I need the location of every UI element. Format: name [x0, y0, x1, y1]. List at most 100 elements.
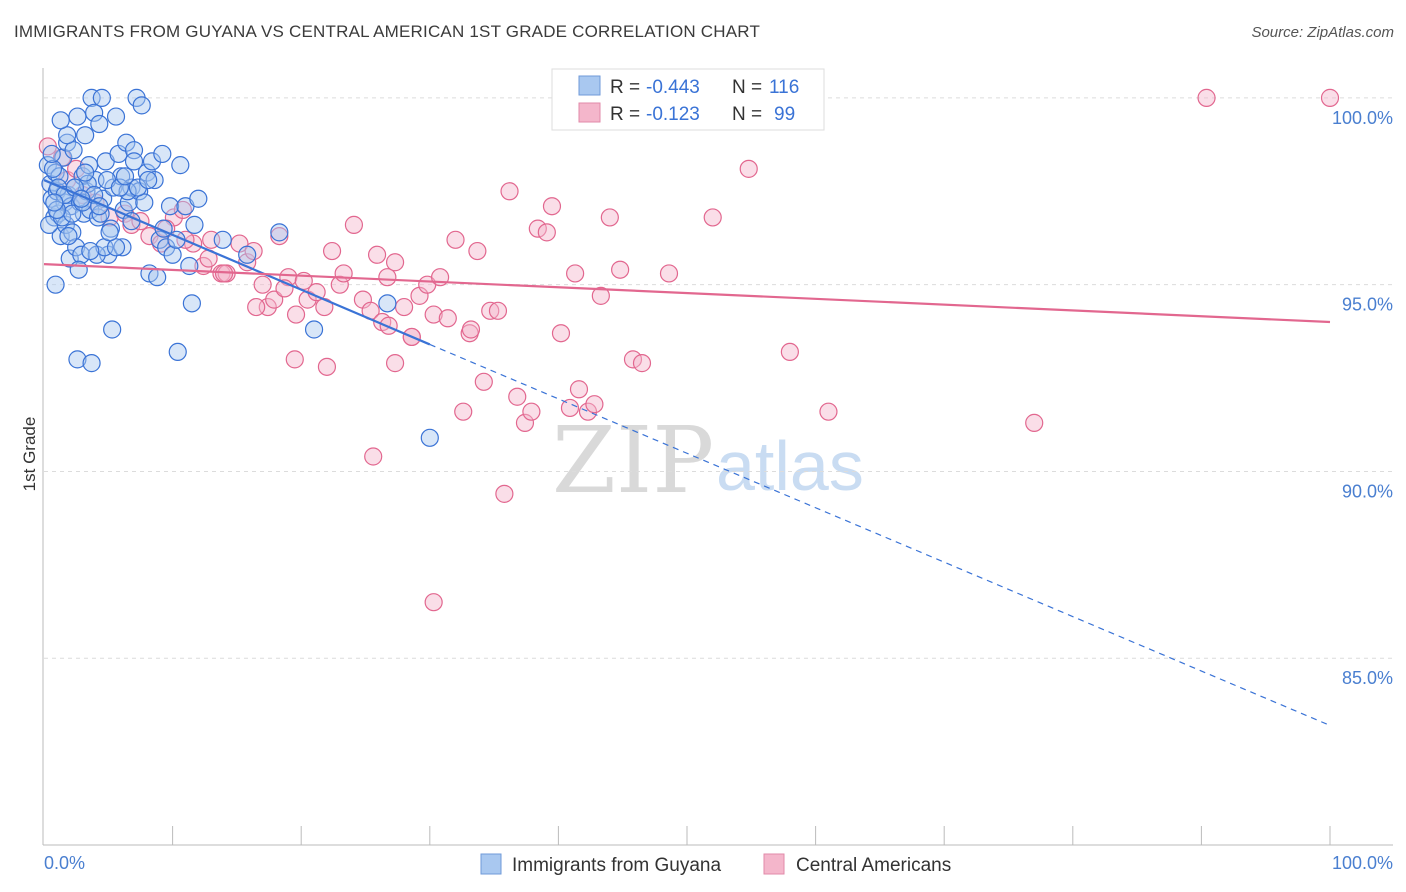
series-legend-swatch-guyana — [480, 853, 502, 875]
legend-blue-n-value: 116 — [769, 77, 799, 98]
central-point-91 — [461, 320, 481, 339]
trend-lines — [43, 179, 1331, 727]
guyana-point-17 — [64, 141, 83, 160]
series-legend-label-central: Central Americans — [796, 855, 951, 876]
central-point-34 — [334, 264, 353, 283]
y-tick-labels: 85.0% 90.0% 95.0% 100.0% — [1332, 108, 1393, 688]
central-point-33 — [330, 275, 349, 294]
central-point-69 — [585, 395, 604, 414]
guyana-point-66 — [189, 189, 208, 208]
legend-blue-n-label: N = — [732, 77, 762, 98]
guyana-point-8 — [51, 227, 70, 246]
guyana-point-76 — [113, 238, 132, 257]
guyana-point-65 — [185, 215, 204, 234]
guyana-point-88 — [420, 428, 439, 447]
guyana-point-50 — [132, 96, 151, 115]
central-point-64 — [551, 324, 571, 343]
central-point-52 — [468, 241, 487, 261]
y-axis-title: 1st Grade — [20, 417, 39, 492]
guyana-point-80 — [68, 350, 87, 369]
guyana-point-104 — [110, 178, 129, 197]
central-point-60 — [522, 402, 541, 421]
guyana-point-106 — [139, 170, 158, 190]
guyana-point-115 — [51, 111, 70, 130]
guyana-point-34 — [92, 88, 111, 107]
central-point-73 — [623, 350, 643, 369]
legend-pink-n-label: N = — [732, 104, 762, 125]
central-point-46 — [424, 305, 443, 324]
watermark-atlas: atlas — [716, 427, 864, 505]
central-point-77 — [703, 208, 722, 227]
guyana-point-84 — [238, 245, 257, 264]
guyana-trend-line — [43, 179, 431, 346]
legend-swatch-pink — [578, 102, 601, 123]
guyana-point-71 — [69, 260, 88, 279]
central-point-38 — [367, 245, 387, 264]
guyana-point-79 — [148, 268, 167, 287]
central-point-89 — [364, 447, 383, 466]
guyana-point-58 — [157, 238, 176, 257]
guyana-point-90 — [182, 294, 201, 313]
guyana-points — [38, 88, 439, 447]
guyana-point-85 — [270, 223, 289, 242]
watermark-zip: ZIP — [552, 407, 714, 514]
chart-title: IMMIGRANTS FROM GUYANA VS CENTRAL AMERIC… — [14, 22, 761, 41]
guyana-point-108 — [58, 126, 77, 145]
legend-pink-n-value: 99 — [774, 104, 795, 125]
guyana-point-101 — [76, 163, 95, 182]
guyana-point-95 — [106, 238, 126, 257]
central-point-49 — [446, 230, 465, 249]
guyana-point-97 — [47, 200, 66, 220]
guyana-point-89 — [46, 275, 65, 294]
legend-pink-r-value: -0.123 — [646, 104, 700, 125]
guyana-point-57 — [153, 144, 172, 164]
guyana-point-82 — [168, 342, 187, 362]
y-tick-label-95: 95.0% — [1342, 295, 1393, 315]
y-tick-label-90: 90.0% — [1342, 481, 1393, 501]
central-point-67 — [569, 380, 589, 399]
guyana-point-25 — [76, 126, 95, 145]
guyana-point-92 — [63, 204, 82, 223]
guyana-point-51 — [135, 193, 154, 212]
central-point-84 — [1320, 88, 1340, 107]
guyana-point-68 — [43, 159, 63, 178]
guyana-point-109 — [45, 193, 64, 212]
guyana-point-113 — [100, 223, 119, 242]
legend-pink-r-label: R = — [610, 104, 640, 125]
guyana-point-40 — [106, 107, 126, 126]
y-tick-label-100: 100.0% — [1332, 108, 1393, 128]
guyana-point-30 — [85, 103, 104, 122]
guyana-point-12 — [58, 133, 77, 152]
guyana-point-81 — [82, 354, 101, 373]
guyana-point-98 — [42, 144, 61, 164]
central-point-87 — [424, 593, 443, 612]
guyana-point-114 — [115, 167, 135, 186]
series-legend-swatch-central — [763, 853, 785, 875]
central-point-56 — [495, 484, 514, 503]
guyana-point-59 — [160, 197, 180, 216]
series-legend-label-guyana: Immigrants from Guyana — [512, 855, 721, 876]
central-point-22 — [253, 275, 272, 294]
correlation-legend: R = -0.443 N = 116 R = -0.123 N = 99 — [551, 68, 825, 131]
central-point-76 — [659, 264, 679, 283]
source-label: Source: ZipAtlas.com — [1251, 24, 1394, 41]
central-point-53 — [474, 372, 493, 391]
guyana-point-54 — [142, 152, 162, 171]
guyana-point-62 — [171, 156, 190, 175]
central-point-70 — [591, 286, 610, 305]
central-point-55 — [488, 301, 508, 320]
guyana-point-29 — [82, 88, 101, 107]
central-point-41 — [385, 253, 405, 272]
guyana-point-52 — [137, 163, 156, 182]
guyana-point-55 — [145, 170, 164, 190]
central-trend-line — [43, 263, 1331, 324]
central-point-66 — [566, 264, 585, 283]
central-point-93 — [247, 297, 266, 317]
central-point-32 — [322, 241, 342, 261]
central-point-42 — [394, 297, 414, 317]
legend-swatch-blue — [578, 75, 601, 96]
guyana-point-22 — [72, 245, 91, 264]
guyana-trend-extension — [429, 343, 1331, 727]
central-point-59 — [515, 413, 535, 432]
